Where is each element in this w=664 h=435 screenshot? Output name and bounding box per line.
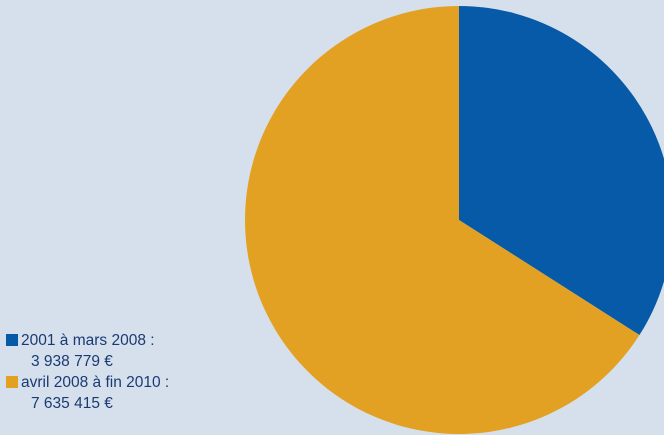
legend-swatch-period-1 bbox=[6, 334, 18, 346]
legend-item-period-2: avril 2008 à fin 2010 : 7 635 415 € bbox=[6, 372, 169, 414]
legend-swatch-period-2 bbox=[6, 376, 18, 388]
pie-slice-1 bbox=[459, 6, 664, 336]
legend-item-period-1: 2001 à mars 2008 : 3 938 779 € bbox=[6, 330, 169, 372]
legend-value-period-1: 3 938 779 € bbox=[31, 353, 113, 370]
legend-value-period-2: 7 635 415 € bbox=[31, 395, 113, 412]
legend: 2001 à mars 2008 : 3 938 779 € avril 200… bbox=[6, 330, 169, 414]
pie-slice-2 bbox=[244, 6, 640, 434]
legend-label-period-1: 2001 à mars 2008 : bbox=[21, 332, 155, 349]
legend-label-period-2: avril 2008 à fin 2010 : bbox=[21, 374, 170, 391]
